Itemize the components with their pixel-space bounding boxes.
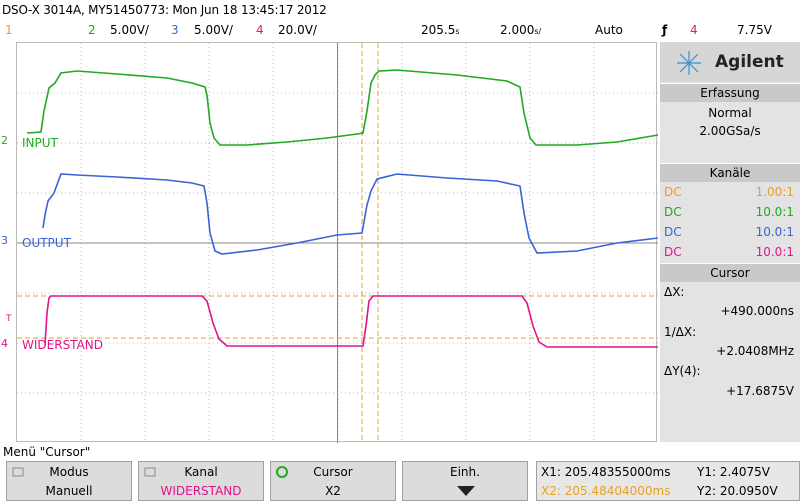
graticule	[17, 43, 658, 443]
softkey-cursor-label: Cursor	[313, 465, 353, 479]
delta-x-value: +490.000ns	[720, 304, 794, 318]
softkey-cursor[interactable]: Cursor X2	[270, 461, 396, 501]
ch1-number[interactable]: 1	[5, 23, 13, 37]
time-reference[interactable]: 205.5s	[421, 23, 460, 37]
softkey-mode[interactable]: Modus Manuell	[6, 461, 132, 501]
brand-logo: Agilent	[660, 42, 800, 82]
widerstand-label: WIDERSTAND	[22, 338, 103, 352]
scope-display[interactable]: INPUT OUTPUT WIDERSTAND	[16, 42, 658, 443]
down-arrow-icon	[457, 486, 475, 496]
inverse-delta-x-label: 1/ΔX:	[664, 325, 697, 339]
softkey-channel[interactable]: Kanal WIDERSTAND	[138, 461, 264, 501]
ch1-probe-ratio: 1.00:1	[755, 185, 794, 199]
acquisition-mode: Normal	[708, 106, 752, 120]
ch3-number[interactable]: 3	[171, 23, 179, 37]
trigger-level[interactable]: 7.75V	[737, 23, 772, 37]
ch3-coupling: DC	[664, 225, 682, 239]
ch2-number[interactable]: 2	[88, 23, 96, 37]
ch3-probe-ratio: 10.0:1	[755, 225, 794, 239]
cursor-readout: X1: 205.48355000ms X2: 205.48404000ms Y1…	[536, 461, 800, 501]
delta-y-value: +17.6875V	[726, 384, 794, 398]
time-reference-value: 205.5	[421, 23, 456, 37]
trigger-edge-icon: ƒ	[662, 23, 668, 37]
delta-y-label: ΔY(4):	[664, 364, 701, 378]
cursor-x2-readout: X2: 205.48404000ms	[541, 484, 671, 498]
ch2-probe-ratio: 10.0:1	[755, 205, 794, 219]
trigger-level-marker[interactable]: T	[6, 314, 12, 324]
ch4-scale[interactable]: 20.0V/	[278, 23, 317, 37]
ch1-coupling: DC	[664, 185, 682, 199]
ch2-ground-marker[interactable]: 2	[1, 134, 8, 147]
time-scale-value: 2.000	[500, 23, 535, 37]
ch4-ground-marker[interactable]: 4	[1, 337, 8, 350]
trigger-mode[interactable]: Auto	[595, 23, 623, 37]
softkey-cursor-value: X2	[325, 484, 341, 498]
ch4-coupling: DC	[664, 245, 682, 259]
agilent-spark-icon	[677, 51, 701, 75]
ch2-scale[interactable]: 5.00V/	[110, 23, 149, 37]
softkey-units[interactable]: Einh.	[402, 461, 528, 501]
knob-arrow-icon	[144, 467, 156, 477]
output-trace	[42, 173, 658, 255]
output-label: OUTPUT	[22, 236, 72, 250]
softkey-units-label: Einh.	[450, 465, 480, 479]
waveform-plot: INPUT OUTPUT WIDERSTAND	[17, 43, 658, 443]
ch3-scale[interactable]: 5.00V/	[194, 23, 233, 37]
softkey-mode-label: Modus	[49, 465, 89, 479]
cursor-header: Cursor	[660, 263, 800, 282]
time-scale[interactable]: 2.000s/	[500, 23, 541, 37]
cursor-y1-readout: Y1: 2.4075V	[697, 465, 771, 479]
widerstand-trace	[44, 295, 658, 348]
softkey-channel-label: Kanal	[184, 465, 218, 479]
channels-header: Kanäle	[660, 163, 800, 182]
brand-name: Agilent	[715, 52, 784, 72]
input-label: INPUT	[22, 136, 59, 150]
input-trace	[26, 69, 658, 146]
knob-arrow-icon	[12, 467, 24, 477]
cursor-y2-readout: Y2: 20.0950V	[697, 484, 778, 498]
ch2-coupling: DC	[664, 205, 682, 219]
info-panel: Agilent Erfassung Normal 2.00GSa/s Kanäl…	[660, 42, 800, 442]
instrument-title: DSO-X 3014A, MY51450773: Mon Jun 18 13:4…	[2, 3, 327, 17]
rotate-green-icon	[276, 466, 288, 478]
ch4-number[interactable]: 4	[256, 23, 264, 37]
ch4-probe-ratio: 10.0:1	[755, 245, 794, 259]
time-scale-unit: s/	[534, 27, 542, 36]
inverse-delta-x-value: +2.0408MHz	[716, 344, 794, 358]
trigger-channel[interactable]: 4	[690, 23, 698, 37]
time-reference-unit: s	[455, 27, 460, 36]
ch3-ground-marker[interactable]: 3	[1, 234, 8, 247]
cursor-x1-readout: X1: 205.48355000ms	[541, 465, 671, 479]
menu-title: Menü "Cursor"	[3, 445, 91, 459]
status-bar: DSO-X 3014A, MY51450773: Mon Jun 18 13:4…	[0, 0, 800, 22]
channel-settings-row: 1 2 5.00V/ 3 5.00V/ 4 20.0V/ 205.5s 2.00…	[0, 22, 800, 40]
softkey-mode-value: Manuell	[45, 484, 93, 498]
sample-rate: 2.00GSa/s	[699, 124, 761, 138]
delta-x-label: ΔX:	[664, 285, 685, 299]
acquisition-header: Erfassung	[660, 83, 800, 102]
softkey-channel-value: WIDERSTAND	[160, 484, 242, 498]
